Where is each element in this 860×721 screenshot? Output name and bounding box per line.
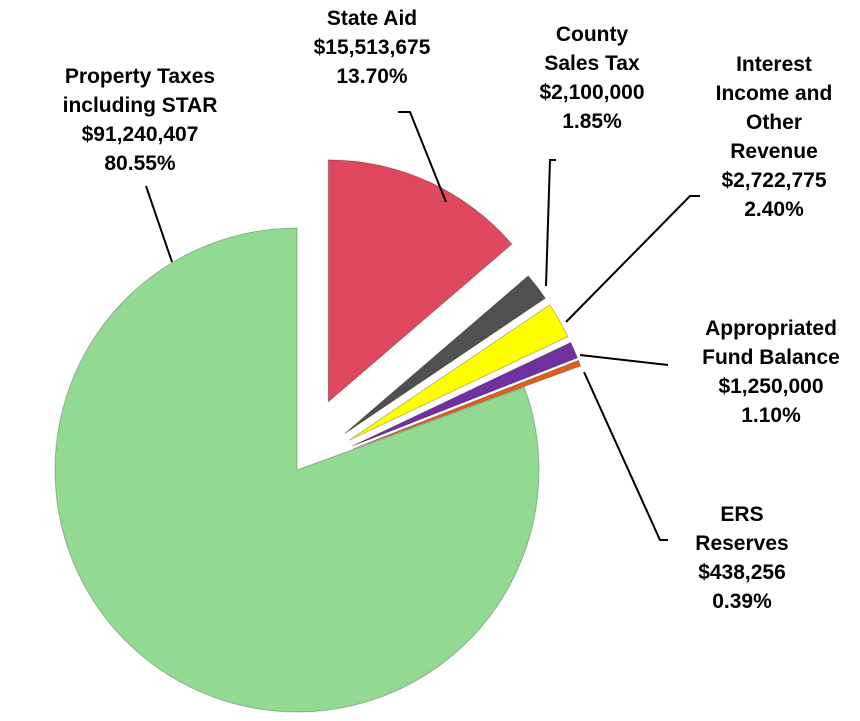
slice-label: Property Taxes including STAR $91,240,407… (35, 62, 245, 178)
percent-label: 2.40% (744, 198, 804, 221)
percent-label: 1.10% (741, 404, 801, 427)
leader-line (565, 195, 700, 323)
pie-slice (351, 341, 579, 447)
amount-label: $2,100,000 (539, 81, 645, 104)
pie-slice (344, 275, 546, 435)
amount-label: $15,513,675 (313, 36, 431, 59)
category-name: Property Taxes including STAR (62, 65, 218, 117)
pie-slice (54, 227, 540, 713)
category-name: Appropriated Fund Balance (702, 317, 840, 369)
leader-line (145, 185, 173, 263)
slice-label: State Aid $15,513,675 13.70% (272, 4, 472, 91)
percent-label: 0.39% (712, 590, 772, 613)
pie-slice (352, 359, 582, 450)
leader-line (398, 111, 447, 203)
pie-slice (348, 304, 569, 441)
category-name: State Aid (326, 7, 418, 30)
amount-label: $1,250,000 (718, 375, 824, 398)
leader-line (579, 354, 669, 366)
slice-label: Interest Income and Other Revenue $2,722,… (709, 50, 839, 224)
percent-label: 80.55% (104, 152, 176, 175)
category-name: ERS Reserves (695, 503, 789, 555)
amount-label: $2,722,775 (721, 169, 827, 192)
percent-label: 13.70% (336, 65, 408, 88)
leader-line (583, 371, 668, 541)
percent-label: 1.85% (562, 110, 622, 133)
amount-label: $91,240,407 (81, 123, 199, 146)
slice-label: County Sales Tax $2,100,000 1.85% (536, 20, 648, 136)
slice-label: Appropriated Fund Balance $1,250,000 1.10% (681, 314, 860, 430)
category-name: County Sales Tax (544, 23, 640, 75)
leader-line (545, 159, 556, 287)
pie-slice (327, 159, 513, 403)
category-name: Interest Income and Other Revenue (715, 53, 833, 163)
amount-label: $438,256 (698, 561, 786, 584)
slice-label: ERS Reserves $438,256 0.39% (687, 500, 797, 616)
